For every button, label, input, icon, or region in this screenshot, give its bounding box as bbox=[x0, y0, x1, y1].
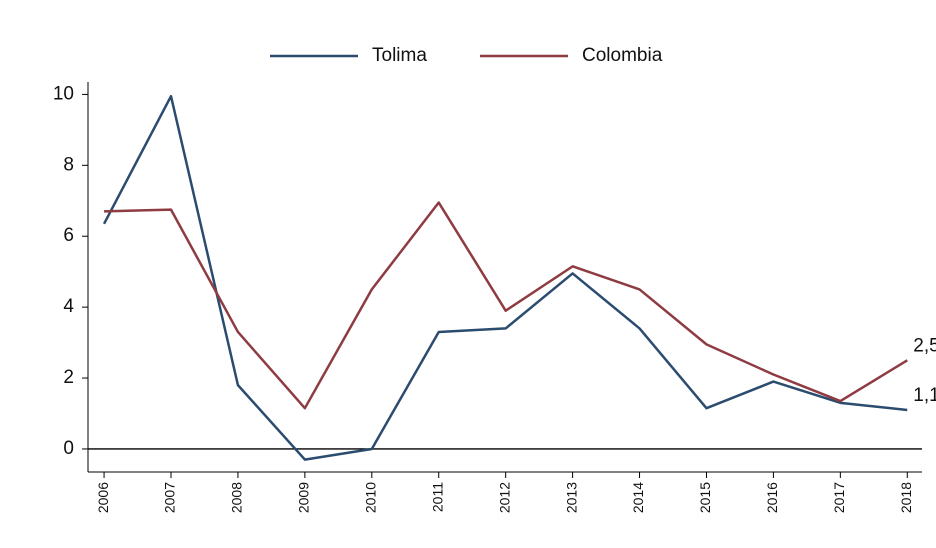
series-line bbox=[102, 94, 908, 461]
x-tick-label: 2007 bbox=[162, 482, 178, 513]
value-label: 1,1 bbox=[913, 385, 936, 406]
y-tick-label: 10 bbox=[53, 83, 74, 104]
x-tick-label: 2018 bbox=[898, 482, 914, 513]
x-tick-label: 2010 bbox=[363, 482, 379, 513]
y-tick-label: 6 bbox=[63, 225, 74, 246]
value-label: 2,5 bbox=[913, 335, 936, 356]
x-tick-label: 2012 bbox=[496, 482, 512, 513]
x-tick-label: 2009 bbox=[296, 482, 312, 513]
legend-label: Tolima bbox=[372, 45, 427, 66]
x-tick-label: 2013 bbox=[563, 482, 579, 513]
x-tick-label: 2008 bbox=[229, 482, 245, 513]
y-tick-label: 4 bbox=[63, 296, 74, 317]
series-line bbox=[104, 201, 908, 410]
x-tick-label: 2014 bbox=[630, 482, 646, 513]
x-tick-label: 2015 bbox=[697, 482, 713, 513]
x-tick-label: 2011 bbox=[429, 482, 445, 512]
y-tick-label: 2 bbox=[63, 367, 74, 388]
legend-label: Colombia bbox=[582, 45, 663, 66]
y-tick-label: 0 bbox=[63, 438, 74, 459]
x-tick-label: 2017 bbox=[831, 482, 847, 513]
x-tick-label: 2016 bbox=[764, 482, 780, 513]
x-tick-label: 2006 bbox=[95, 482, 111, 513]
y-tick-label: 8 bbox=[63, 154, 74, 175]
